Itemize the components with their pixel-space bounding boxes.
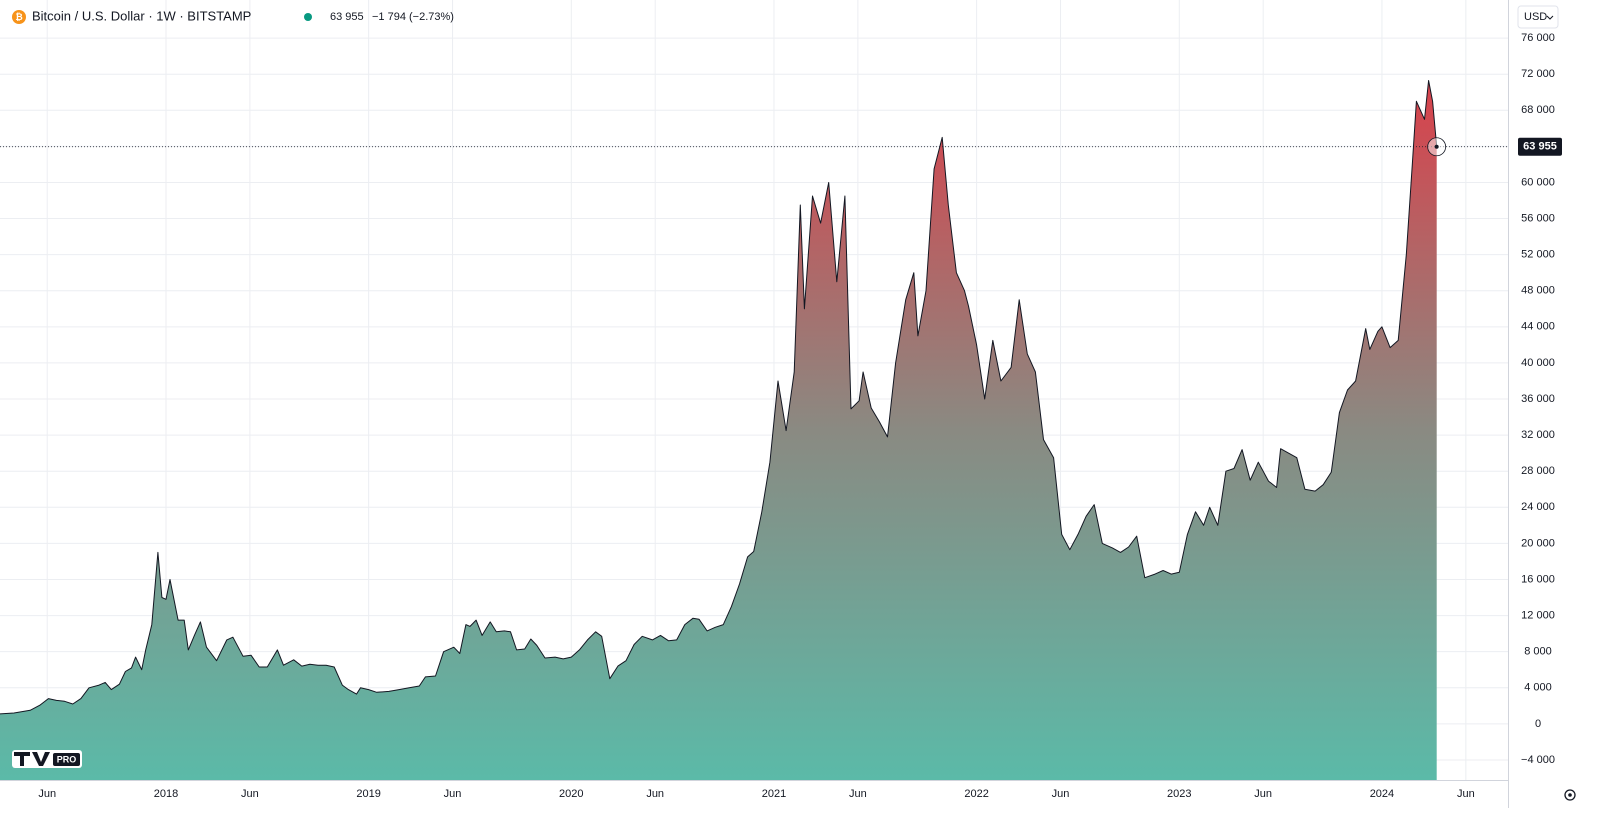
market-status[interactable] <box>304 13 312 21</box>
y-tick-label: 68 000 <box>1521 104 1555 116</box>
y-tick-label: 40 000 <box>1521 357 1555 369</box>
header-change: −1 794 (−2.73%) <box>372 11 454 23</box>
y-tick-label: 44 000 <box>1521 321 1555 333</box>
y-tick-label: 36 000 <box>1521 393 1555 405</box>
logo-text: PRO <box>57 754 77 764</box>
last-point <box>1434 144 1439 149</box>
y-tick-label: 28 000 <box>1521 465 1555 477</box>
price-line <box>0 80 1438 715</box>
x-tick-label: 2022 <box>964 788 988 800</box>
settings-icon[interactable] <box>1564 789 1576 801</box>
symbol-title[interactable]: Bitcoin / U.S. Dollar · 1W · BITSTAMP <box>32 8 251 23</box>
settings-icon-center[interactable] <box>1568 793 1572 797</box>
x-tick-label: Jun <box>1052 788 1070 800</box>
x-tick-label: Jun <box>1254 788 1272 800</box>
last-price-badge <box>1518 137 1562 156</box>
y-tick-label: −4 000 <box>1521 754 1555 766</box>
y-tick-label: 16 000 <box>1521 573 1555 585</box>
y-tick-label: 0 <box>1535 718 1541 730</box>
y-tick-label: 4 000 <box>1524 682 1552 694</box>
y-tick-label: 60 000 <box>1521 176 1555 188</box>
x-tick-label: 2018 <box>154 788 178 800</box>
currency-chevron[interactable] <box>1546 15 1554 20</box>
x-tick-label: 2023 <box>1167 788 1191 800</box>
x-tick-label: 2021 <box>762 788 786 800</box>
x-tick-label: Jun <box>38 788 56 800</box>
y-tick-label: 12 000 <box>1521 609 1555 621</box>
x-tick-label: 2020 <box>559 788 583 800</box>
y-tick-label: 8 000 <box>1524 646 1552 658</box>
currency-label[interactable]: USD <box>1524 11 1547 23</box>
y-tick-label: 72 000 <box>1521 68 1555 80</box>
area-fill <box>0 80 1437 780</box>
x-tick-label: Jun <box>241 788 259 800</box>
x-tick-label: 2019 <box>356 788 380 800</box>
x-tick-label: Jun <box>849 788 867 800</box>
plot <box>0 80 1508 780</box>
last-price-label: 63 955 <box>1523 141 1557 153</box>
logo-mark <box>14 752 50 766</box>
symbol-icon-glyph: ₿ <box>15 12 22 22</box>
y-tick-label: 32 000 <box>1521 429 1555 441</box>
header-price: 63 955 <box>330 11 364 23</box>
y-tick-label: 76 000 <box>1521 32 1555 44</box>
x-tick-label: Jun <box>1457 788 1475 800</box>
currency-button[interactable] <box>1517 5 1559 29</box>
y-tick-label: 48 000 <box>1521 285 1555 297</box>
logo-badge <box>53 753 80 766</box>
y-tick-label: 52 000 <box>1521 249 1555 261</box>
x-tick-label: Jun <box>646 788 664 800</box>
y-tick-label: 24 000 <box>1521 501 1555 513</box>
x-tick-label: 2024 <box>1370 788 1394 800</box>
x-tick-label: Jun <box>444 788 462 800</box>
y-tick-label: 56 000 <box>1521 212 1555 224</box>
symbol-icon <box>12 10 26 24</box>
y-tick-label: 20 000 <box>1521 537 1555 549</box>
